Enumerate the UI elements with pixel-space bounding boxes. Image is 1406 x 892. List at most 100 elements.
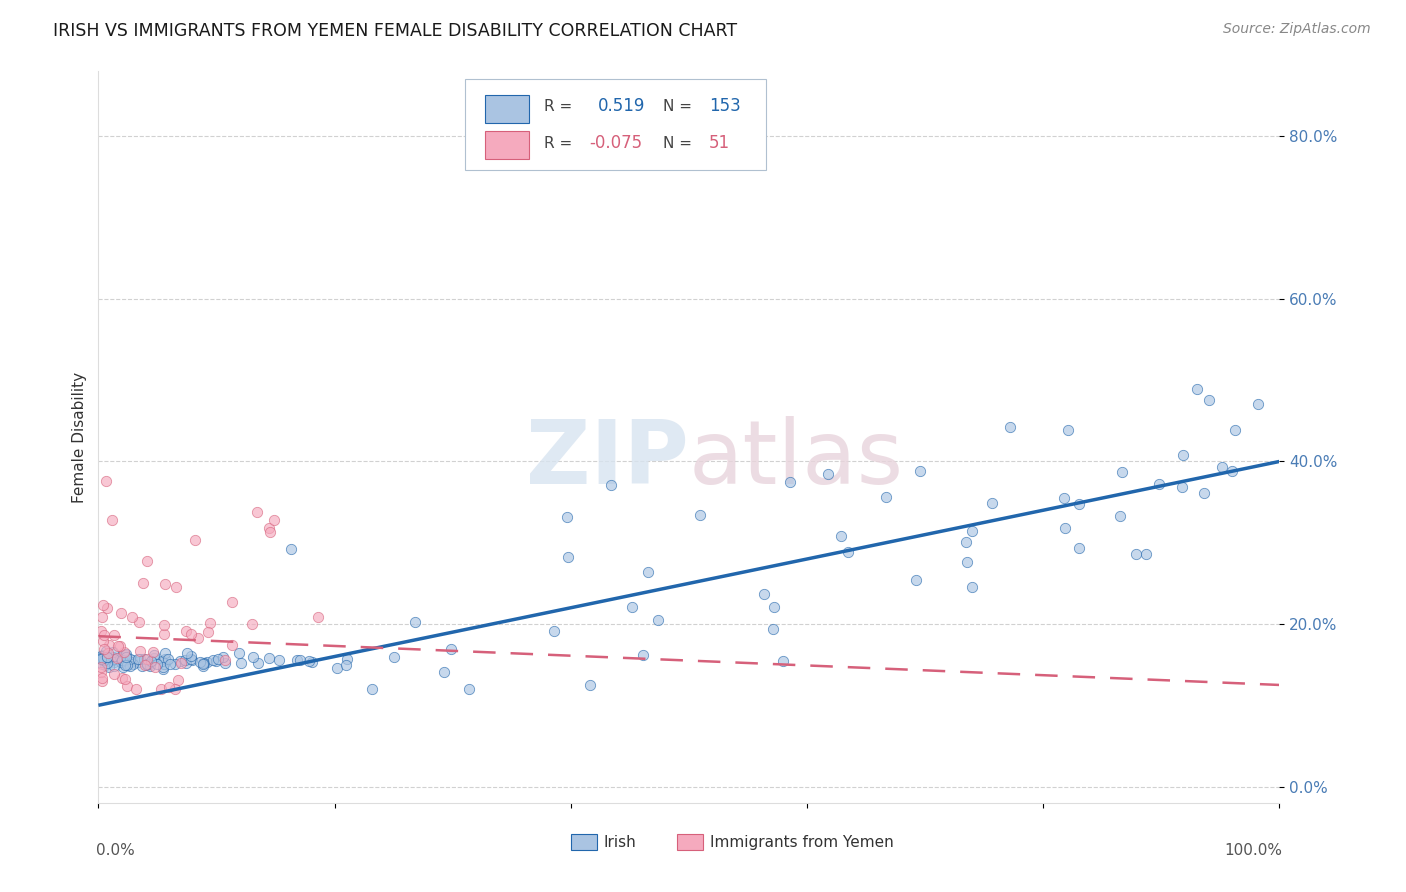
Point <box>191 657 214 672</box>
Point <box>115 650 138 665</box>
Point <box>240 617 263 632</box>
Point <box>167 673 190 688</box>
Point <box>762 623 785 637</box>
Point <box>1056 423 1078 437</box>
Text: N =: N = <box>664 99 692 114</box>
Point <box>136 554 159 568</box>
Point <box>197 655 219 669</box>
Point <box>1194 486 1216 500</box>
Point <box>1053 491 1076 505</box>
Text: Irish: Irish <box>605 835 637 850</box>
Point <box>298 654 321 668</box>
Point <box>1054 521 1077 535</box>
FancyBboxPatch shape <box>464 78 766 170</box>
Point <box>904 573 927 587</box>
Point <box>98 660 121 674</box>
Point <box>247 656 270 670</box>
Text: atlas: atlas <box>689 416 904 502</box>
Point <box>111 659 134 673</box>
Point <box>153 618 176 632</box>
Text: 51: 51 <box>709 134 730 152</box>
Point <box>118 652 141 666</box>
Point <box>93 634 115 648</box>
Point <box>960 524 983 539</box>
Point <box>122 657 145 671</box>
Point <box>1069 541 1091 556</box>
Point <box>1198 392 1220 407</box>
Point <box>1211 460 1233 475</box>
Point <box>1000 420 1022 434</box>
Point <box>90 652 112 666</box>
Point <box>96 474 118 488</box>
Point <box>176 646 198 660</box>
Text: 100.0%: 100.0% <box>1223 843 1282 858</box>
Point <box>142 645 165 659</box>
Point <box>101 653 124 667</box>
Point <box>637 565 659 579</box>
Point <box>135 657 157 671</box>
Point <box>152 662 174 676</box>
Point <box>817 467 839 481</box>
Point <box>127 652 149 666</box>
Point <box>579 678 602 692</box>
Point <box>404 615 426 629</box>
Text: Source: ZipAtlas.com: Source: ZipAtlas.com <box>1223 22 1371 37</box>
Point <box>100 653 122 667</box>
Point <box>129 644 152 658</box>
Text: Immigrants from Yemen: Immigrants from Yemen <box>710 835 894 850</box>
Point <box>100 513 122 527</box>
Point <box>263 513 285 527</box>
Point <box>763 600 786 615</box>
Text: ZIP: ZIP <box>526 416 689 502</box>
Point <box>143 651 166 665</box>
Bar <box>571 834 596 850</box>
Point <box>307 610 329 624</box>
Point <box>198 615 221 630</box>
Point <box>90 657 112 672</box>
Point <box>103 659 125 673</box>
Point <box>111 654 134 668</box>
Point <box>152 660 174 674</box>
Point <box>689 508 711 522</box>
Point <box>150 654 173 668</box>
Point <box>165 681 187 696</box>
Point <box>174 656 197 670</box>
Point <box>90 660 112 674</box>
Point <box>131 576 153 591</box>
Point <box>188 655 211 669</box>
Point <box>955 534 977 549</box>
Point <box>97 646 120 660</box>
Text: N =: N = <box>664 136 692 151</box>
Point <box>212 650 235 665</box>
Point <box>105 651 128 665</box>
Point <box>103 651 125 665</box>
Point <box>191 657 214 671</box>
Point <box>157 681 180 695</box>
Point <box>97 654 120 668</box>
Point <box>138 657 160 671</box>
Point <box>90 648 112 663</box>
Point <box>98 652 121 666</box>
Point <box>336 652 359 666</box>
Point <box>112 645 135 659</box>
Point <box>1135 547 1157 561</box>
Point <box>1170 480 1192 494</box>
Point <box>1220 464 1243 478</box>
Point <box>93 652 115 666</box>
Point <box>91 652 114 666</box>
Point <box>103 628 125 642</box>
Point <box>156 651 179 665</box>
Point <box>128 615 150 629</box>
Point <box>910 464 932 478</box>
Point <box>111 653 134 667</box>
Point <box>259 524 281 539</box>
Point <box>1185 382 1208 396</box>
Point <box>207 652 229 666</box>
Point <box>1247 397 1270 411</box>
Point <box>112 657 135 671</box>
Point <box>779 475 801 489</box>
Point <box>204 654 226 668</box>
Point <box>647 614 669 628</box>
Point <box>90 652 112 666</box>
Point <box>101 649 124 664</box>
